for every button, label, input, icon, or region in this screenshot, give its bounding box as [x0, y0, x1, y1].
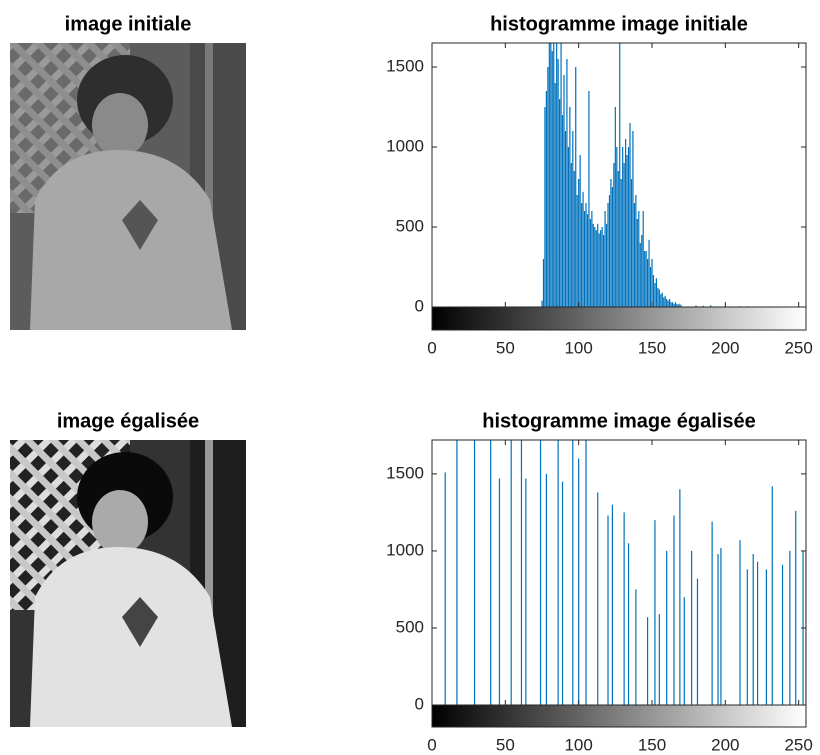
x-tick-label: 150 [638, 338, 666, 357]
y-tick-label: 1500 [386, 56, 424, 75]
y-tick-label: 1500 [386, 463, 424, 482]
x-tick-label: 0 [427, 338, 436, 357]
chart-title: histogramme image initiale [490, 13, 748, 35]
colorbar [432, 705, 806, 727]
chart-title: image égalisée [57, 410, 199, 432]
x-tick-label: 0 [427, 735, 436, 754]
y-tick-label: 1000 [386, 136, 424, 155]
x-tick-label: 100 [564, 338, 592, 357]
figure: image initiale histogramme image initiale… [0, 0, 820, 755]
y-tick-label: 0 [415, 296, 424, 315]
y-tick-label: 500 [396, 617, 424, 636]
x-tick-label: 250 [784, 735, 812, 754]
x-tick-label: 100 [564, 735, 592, 754]
x-tick-label: 50 [496, 338, 515, 357]
x-tick-label: 200 [711, 735, 739, 754]
chart-title: image initiale [65, 13, 192, 35]
plot-area [432, 43, 806, 307]
x-tick-label: 200 [711, 338, 739, 357]
colorbar [432, 307, 806, 330]
y-tick-label: 0 [415, 694, 424, 713]
x-tick-label: 150 [638, 735, 666, 754]
x-tick-label: 250 [784, 338, 812, 357]
plot-area [432, 440, 806, 705]
y-tick-label: 500 [396, 216, 424, 235]
chart-title: histogramme image égalisée [482, 410, 755, 432]
y-tick-label: 1000 [386, 540, 424, 559]
image-initiale [10, 43, 246, 330]
x-tick-label: 50 [496, 735, 515, 754]
image-egalisee [10, 440, 246, 727]
